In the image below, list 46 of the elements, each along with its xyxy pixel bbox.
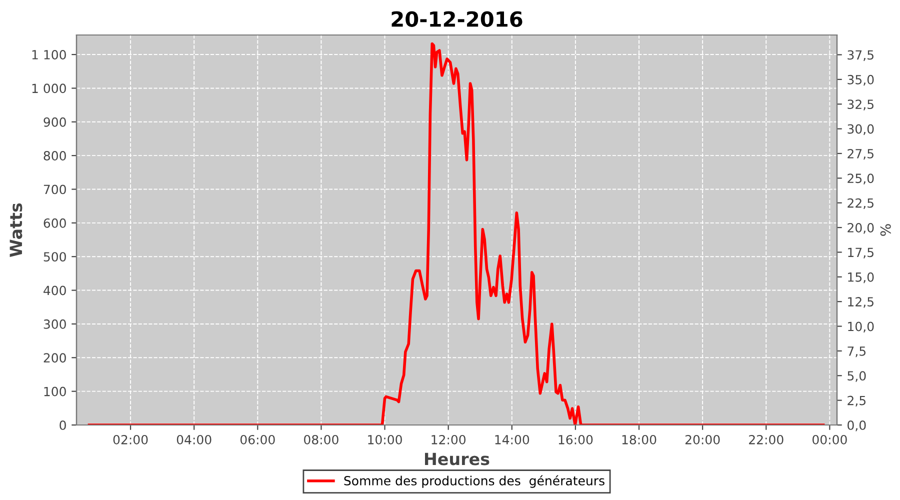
y-tick-label: 600 [44,218,66,228]
y2-tick-label: 10,0 [848,322,874,332]
y-tick-label: 400 [44,286,66,296]
x-tick-label: 08:00 [304,434,338,444]
x-tick-label: 12:00 [432,434,466,444]
x-tick-label: 16:00 [558,434,593,444]
y2-tick-label: 25,0 [848,174,874,184]
x-axis-title: Heures [425,452,490,466]
y-tick-label: 1 000 [32,84,66,94]
y-tick-label: 900 [44,117,66,127]
x-tick-label: 06:00 [240,434,275,444]
x-tick-label: 00:00 [812,434,847,444]
y2-tick-label: 32,5 [848,100,874,110]
x-tick-label: 22:00 [749,434,784,444]
y2-tick-label: 2,5 [848,396,866,407]
y-tick-label: 200 [44,353,66,363]
line-series [88,42,825,425]
y2-tick-label: 12,5 [848,297,874,308]
chart-title: 20-12-2016 [392,11,522,27]
y2-tick-label: 17,5 [848,248,874,258]
y2-tick-label: 7,5 [848,346,866,358]
x-tick-label: 18:00 [622,434,656,444]
y2-tick-label: 37,5 [848,50,874,61]
y2-tick-label: 30,0 [848,124,874,135]
y-tick-label: 700 [44,184,66,194]
x-tick-label: 20:00 [685,434,720,444]
x-tick-label: 14:00 [495,434,530,444]
x-tick-label: 02:00 [113,434,148,444]
x-tick-label: 04:00 [176,434,212,444]
y-axis-title: Watts [10,203,22,257]
y2-tick-label: 35,0 [848,74,874,86]
y-tick-label: 100 [44,386,66,396]
y2-tick-label: 5,0 [848,371,866,382]
y2-tick-label: 22,5 [848,198,874,210]
legend-label: Somme des productions des générateurs [344,475,604,488]
x-tick-label: 10:00 [368,434,402,444]
y2-tick-label: 20,0 [848,223,874,234]
y-tick-label: 800 [44,151,66,160]
y2-axis-title: % [880,224,891,236]
y-tick-label: 1 100 [32,50,66,60]
y-tick-label: 300 [44,319,66,329]
y2-tick-label: 15,0 [848,272,874,284]
y2-tick-label: 0,0 [848,420,866,432]
y2-tick-label: 27,5 [848,148,874,160]
y-tick-label: 0 [60,420,66,430]
y-tick-label: 500 [44,252,66,262]
